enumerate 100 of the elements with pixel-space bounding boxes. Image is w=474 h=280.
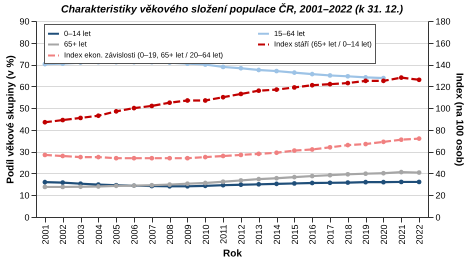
point — [328, 172, 332, 178]
x-axis-title: Rok — [223, 248, 242, 260]
point — [345, 142, 350, 148]
x-tick-label: 2018 — [343, 224, 354, 245]
point — [292, 181, 297, 186]
point — [256, 152, 262, 156]
point — [60, 154, 66, 158]
point — [363, 142, 368, 146]
point — [220, 179, 226, 184]
y2-tick-label: 140 — [436, 60, 451, 70]
y-tick-label: 50 — [19, 104, 30, 114]
point — [274, 68, 279, 74]
point — [149, 104, 154, 108]
point — [381, 78, 386, 84]
x-tick-label: 2013 — [254, 224, 264, 245]
point — [416, 77, 422, 82]
y-tick-label: 80 — [19, 38, 30, 48]
point — [60, 118, 66, 122]
y2-tick-label: 120 — [436, 82, 451, 92]
point — [292, 148, 297, 153]
x-tick-label: 2007 — [147, 224, 158, 245]
point — [96, 154, 101, 160]
point — [238, 92, 244, 96]
point — [202, 98, 208, 103]
point — [363, 171, 368, 176]
x-tick-label: 2010 — [200, 224, 211, 245]
y2-tick-label: 40 — [436, 168, 446, 179]
y2-tick-label: 60 — [436, 147, 446, 158]
point — [310, 82, 315, 88]
y2-tick-label: 20 — [436, 190, 446, 201]
y-tick-label: 40 — [19, 125, 30, 136]
x-tick-label: 2014 — [272, 224, 282, 245]
point — [345, 74, 350, 79]
point — [310, 180, 315, 186]
point — [185, 181, 190, 186]
point — [238, 152, 244, 158]
point — [274, 176, 279, 181]
point — [328, 180, 332, 186]
y-tick-label: 60 — [19, 82, 30, 92]
y-tick-label: 10 — [19, 190, 30, 201]
point — [416, 180, 422, 184]
point — [256, 88, 262, 94]
point — [42, 152, 48, 158]
y-tick-label: 20 — [19, 168, 30, 179]
point — [238, 182, 244, 188]
point — [238, 178, 244, 183]
x-tick-label: 2006 — [130, 224, 140, 245]
point — [363, 78, 368, 84]
point — [310, 147, 315, 152]
point — [328, 73, 332, 78]
chart-title: Charakteristiky věkového složení populace ČR, 2001–2022 (k 31. 12.) — [61, 2, 404, 16]
point — [202, 180, 208, 186]
point — [292, 174, 297, 180]
point — [220, 154, 226, 158]
y2-axis-title: Index (na 100 osob) — [454, 72, 465, 166]
x-tick-label: 2005 — [112, 224, 122, 245]
point — [416, 136, 422, 141]
x-tick-label: 2002 — [58, 224, 68, 245]
point — [310, 174, 315, 178]
y-axis-title: Podíl věkové skupiny (v %) — [5, 55, 16, 184]
point — [328, 144, 332, 150]
y2-tick-label: 180 — [436, 16, 451, 26]
point — [202, 154, 208, 160]
point — [114, 109, 119, 114]
y2-tick-label: 80 — [436, 125, 446, 136]
x-tick-label: 2001 — [40, 224, 50, 245]
x-tick-label: 2015 — [290, 224, 300, 245]
y-tick-label: 90 — [19, 16, 30, 26]
x-tick-label: 2004 — [94, 224, 104, 245]
y-tick-label: 0 — [24, 212, 30, 222]
point — [42, 120, 48, 125]
y2-tick-label: 100 — [436, 104, 451, 114]
x-tick-label: 2008 — [165, 224, 176, 245]
x-tick-label: 2021 — [396, 224, 407, 245]
point — [114, 156, 119, 161]
x-tick-label: 2003 — [76, 224, 86, 245]
point — [381, 140, 386, 144]
y-tick-label: 70 — [19, 60, 30, 70]
point — [238, 66, 244, 71]
point — [132, 106, 136, 110]
point — [167, 156, 172, 161]
point — [363, 180, 368, 184]
point — [60, 180, 66, 185]
point — [256, 68, 262, 72]
point — [185, 98, 190, 103]
x-tick-label: 2012 — [236, 224, 246, 245]
point — [345, 180, 350, 185]
point — [398, 180, 404, 184]
point — [167, 100, 172, 106]
point — [78, 184, 83, 190]
point — [398, 137, 404, 142]
point — [345, 80, 350, 86]
x-tick-label: 2016 — [308, 224, 318, 245]
point — [220, 64, 226, 70]
point — [310, 72, 315, 76]
point — [42, 180, 48, 184]
point — [185, 156, 190, 161]
point — [220, 94, 226, 100]
point — [398, 170, 404, 174]
x-tick-label: 2019 — [361, 224, 372, 245]
